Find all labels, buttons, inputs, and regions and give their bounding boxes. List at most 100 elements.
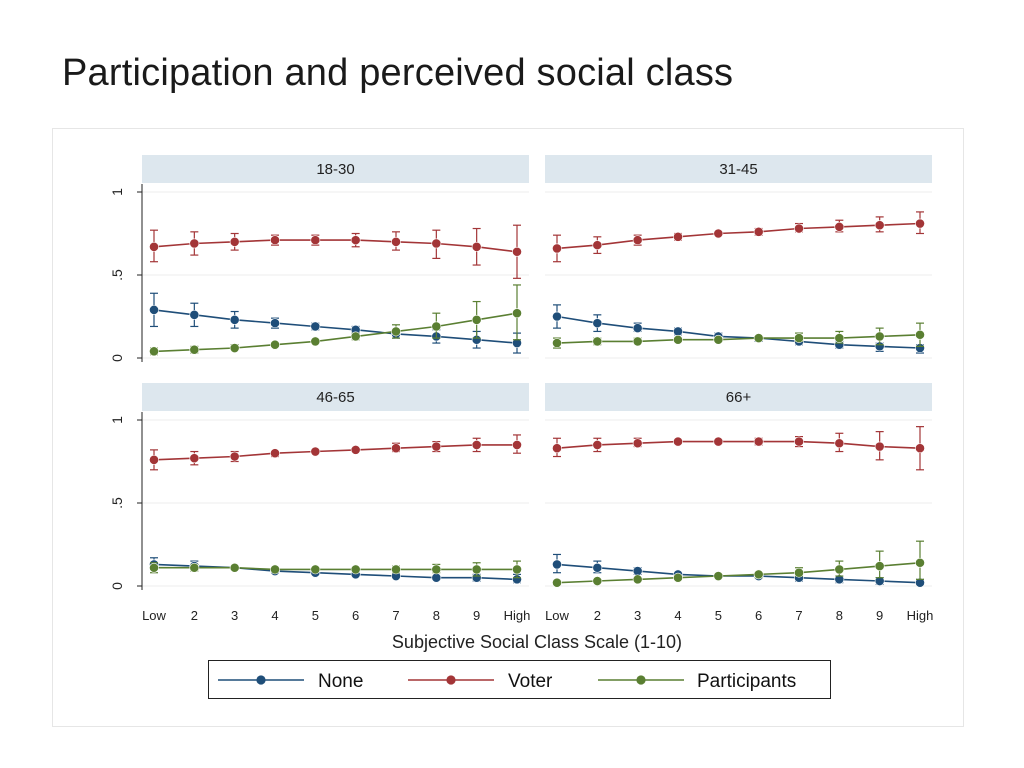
data-point: [431, 572, 442, 583]
data-point: [471, 439, 482, 450]
data-point: [834, 564, 845, 575]
series-line: [556, 334, 921, 344]
x-tick-label: 5: [312, 608, 319, 623]
y-tick-label: 0: [109, 582, 125, 590]
series-participants: [149, 560, 522, 579]
legend-marker: [446, 675, 456, 685]
x-tick-label: 7: [392, 608, 399, 623]
data-point: [552, 443, 562, 454]
data-point: [310, 446, 321, 457]
data-point: [552, 243, 562, 254]
data-point: [149, 562, 159, 573]
data-point: [552, 577, 562, 588]
data-point: [431, 321, 442, 332]
series-line: [556, 440, 921, 449]
data-point: [592, 336, 603, 347]
data-point: [471, 241, 482, 252]
x-tick-label: 6: [352, 608, 359, 623]
panel-46-65: 46-65 0 .5 1 Low 2 3 4 5 6 7 8 9 High: [109, 383, 530, 623]
y-tick-label: 1: [109, 416, 125, 424]
data-point: [391, 443, 401, 454]
data-point: [673, 334, 683, 345]
data-point: [713, 436, 724, 447]
panel-66+: 66+ Low 2 3 4 5 6 7 8 9 High: [545, 383, 933, 623]
data-point: [592, 240, 603, 251]
data-point: [673, 231, 683, 242]
x-tick-label: 3: [634, 608, 641, 623]
data-point: [350, 564, 361, 575]
data-point: [874, 441, 885, 452]
legend-box: [208, 660, 831, 699]
data-point: [673, 326, 683, 337]
data-point: [310, 564, 321, 575]
data-point: [834, 438, 845, 449]
data-point: [270, 318, 280, 329]
series-line: [153, 444, 517, 461]
x-tick-label: 8: [836, 608, 843, 623]
data-point: [673, 572, 683, 583]
data-point: [632, 574, 643, 585]
data-point: [632, 566, 643, 576]
series-voter: [149, 434, 522, 471]
data-point: [874, 331, 885, 342]
legend-item-none: None: [218, 671, 363, 692]
panel-31-45: 31-45: [545, 155, 932, 359]
series-line: [153, 239, 518, 253]
data-point: [512, 564, 522, 575]
x-tick-label: 4: [674, 608, 681, 623]
series-line: [556, 315, 921, 349]
data-point: [915, 557, 925, 568]
y-tick-label: .5: [109, 269, 125, 281]
series-participants: [149, 284, 522, 357]
data-point: [915, 218, 925, 229]
x-tick-label: High: [504, 608, 531, 623]
x-tick-label: High: [907, 608, 934, 623]
data-point: [552, 559, 562, 570]
series-line: [556, 222, 921, 250]
data-point: [229, 314, 240, 325]
legend-item-voter: Voter: [408, 671, 553, 692]
legend-label: Voter: [508, 671, 553, 692]
legend-marker: [636, 675, 646, 685]
legend-label: None: [318, 671, 363, 692]
data-point: [270, 235, 280, 246]
data-point: [189, 344, 200, 355]
data-point: [753, 436, 764, 447]
series-line: [154, 566, 517, 571]
x-tick-label: 9: [876, 608, 883, 623]
y-tick-label: .5: [109, 497, 125, 509]
series-voter: [552, 426, 925, 471]
x-tick-label: 7: [795, 608, 802, 623]
data-point: [592, 318, 603, 329]
x-tick-label: 4: [271, 608, 278, 623]
data-point: [189, 562, 200, 573]
data-point: [592, 562, 603, 573]
legend: None Voter Participants: [208, 660, 831, 699]
x-tick-label: Low: [142, 608, 166, 623]
panel-header-label: 18-30: [316, 161, 354, 178]
x-axis-title: Subjective Social Class Scale (1-10): [392, 632, 682, 652]
series-participants: [552, 322, 925, 349]
x-tick-label: 3: [231, 608, 238, 623]
data-point: [229, 343, 240, 353]
data-point: [310, 336, 321, 347]
series-participants: [552, 540, 925, 588]
series-line: [153, 309, 518, 344]
data-point: [915, 443, 925, 454]
data-point: [834, 221, 845, 232]
data-point: [632, 235, 643, 246]
data-point: [592, 576, 603, 586]
data-point: [391, 326, 401, 337]
data-point: [713, 228, 724, 239]
series-voter: [552, 211, 925, 263]
data-point: [512, 246, 522, 257]
data-point: [632, 438, 643, 449]
data-point: [431, 441, 442, 452]
data-point: [512, 308, 522, 319]
data-point: [149, 241, 159, 252]
x-tick-label: 6: [755, 608, 762, 623]
data-point: [310, 235, 321, 246]
data-point: [632, 323, 643, 334]
data-point: [552, 311, 562, 322]
data-point: [431, 564, 442, 575]
